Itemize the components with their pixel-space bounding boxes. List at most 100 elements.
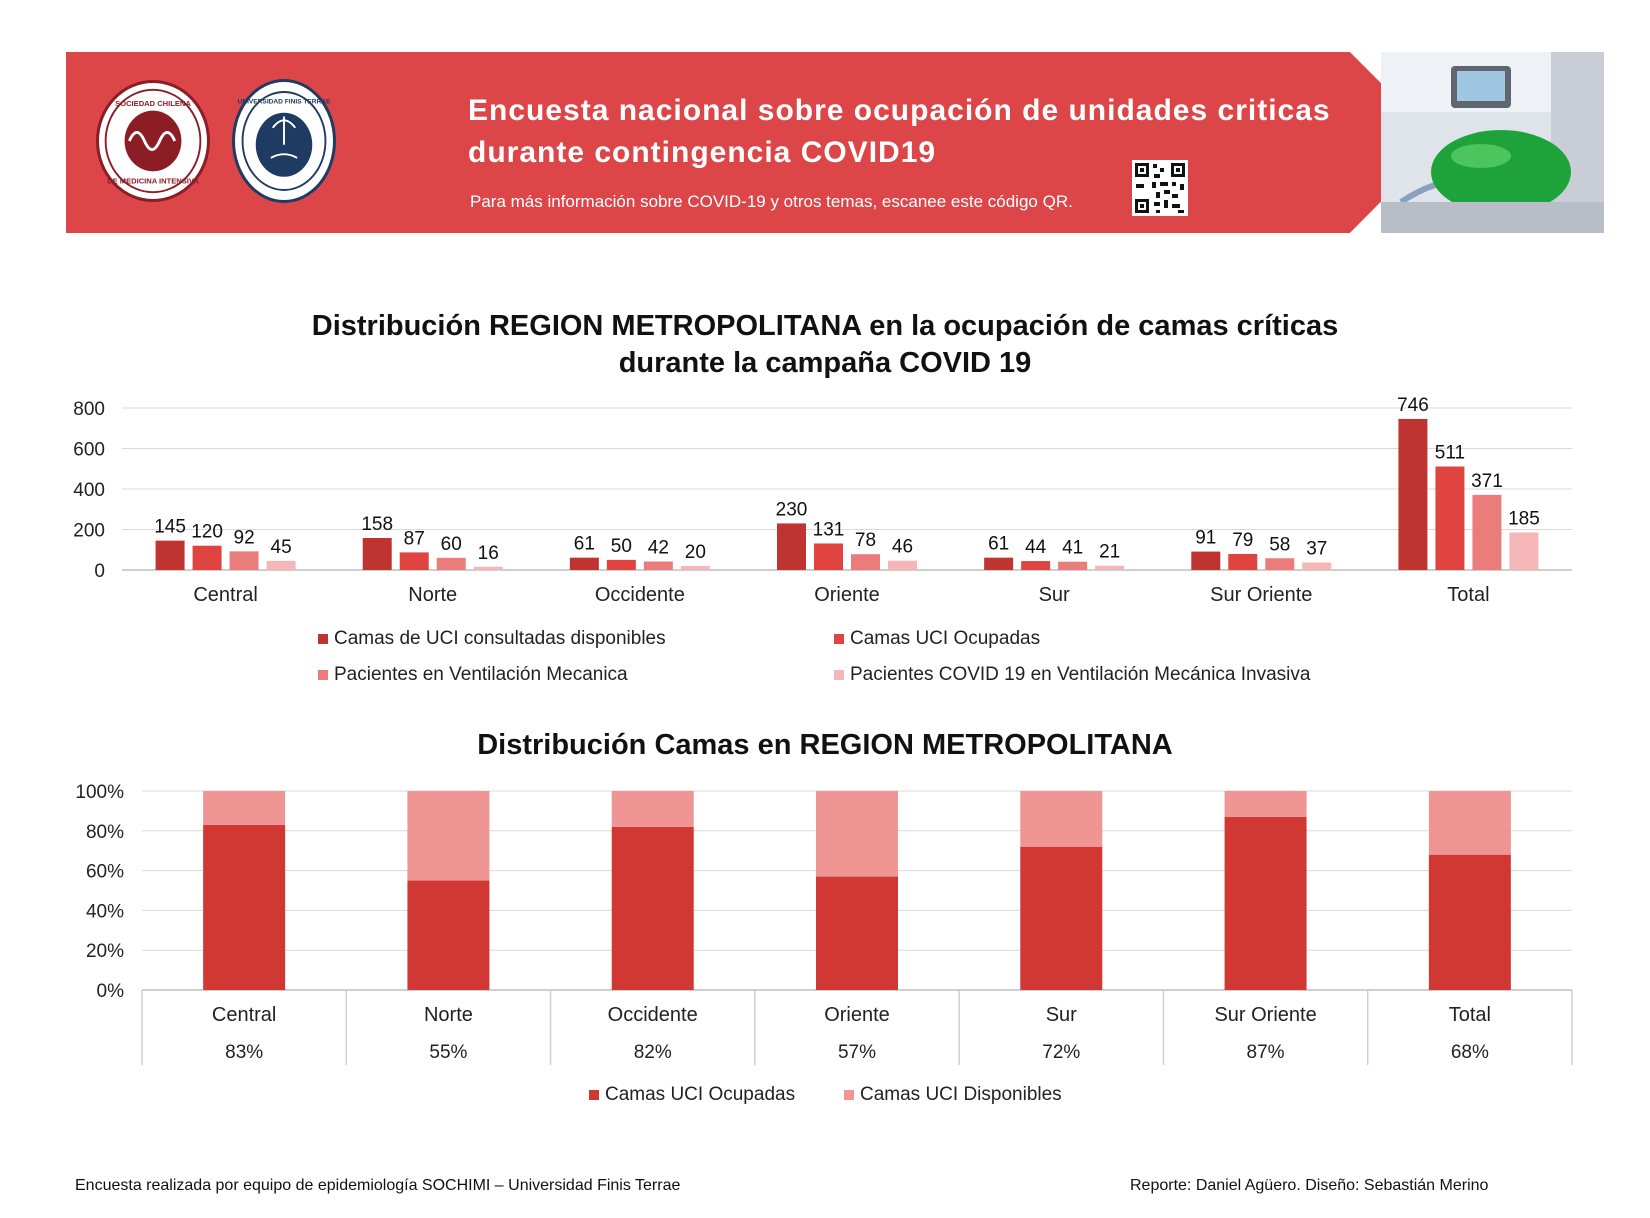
legend-swatch bbox=[318, 670, 328, 680]
legend-label: Camas UCI Ocupadas bbox=[850, 628, 1041, 649]
chart2-y-tick-label: 100% bbox=[75, 782, 124, 803]
chart2-y-tick-label: 20% bbox=[86, 941, 124, 962]
banner-title-line1: Encuesta nacional sobre ocupación de uni… bbox=[468, 94, 1331, 127]
chart1-bar bbox=[399, 552, 429, 570]
chart1-y-tick-label: 800 bbox=[73, 399, 105, 420]
chart1-data-label: 37 bbox=[1306, 539, 1327, 560]
chart1-data-label: 120 bbox=[191, 522, 223, 543]
chart1-bar bbox=[1509, 532, 1539, 570]
chart2-table-value: 68% bbox=[1451, 1042, 1489, 1063]
chart2-y-tick-label: 80% bbox=[86, 822, 124, 843]
chart1-x-tick-label: Occidente bbox=[595, 584, 685, 606]
chart2-bar-segment bbox=[1224, 791, 1307, 817]
chart1-title-line1: Distribución REGION METROPOLITANA en la … bbox=[311, 310, 1339, 342]
chart1-bar bbox=[266, 560, 296, 570]
chart1-bar bbox=[1435, 466, 1465, 570]
chart1-legend-item-3: Pacientes en Ventilación Mecanica bbox=[318, 664, 628, 686]
chart2-y-tick-label: 0% bbox=[97, 981, 125, 1002]
chart1-data-label: 61 bbox=[988, 534, 1009, 555]
chart1-data-label: 91 bbox=[1195, 528, 1216, 549]
chart1-bar bbox=[1021, 561, 1051, 570]
legend-swatch bbox=[834, 670, 844, 680]
chart1-data-label: 60 bbox=[441, 534, 462, 555]
chart2-bar-segment bbox=[611, 791, 694, 827]
chart1-y-tick-label: 0 bbox=[94, 561, 105, 582]
chart1-bar bbox=[984, 557, 1014, 570]
svg-text:UNIVERSIDAD FINIS TERRAE: UNIVERSIDAD FINIS TERRAE bbox=[238, 98, 331, 105]
legend-swatch bbox=[834, 634, 844, 644]
chart1-title-line2: durante la campaña COVID 19 bbox=[618, 347, 1032, 379]
chart2-bar-segment bbox=[203, 824, 286, 990]
chart1-bar bbox=[1265, 558, 1295, 570]
chart1-bar bbox=[436, 557, 466, 570]
chart1-data-label: 230 bbox=[776, 499, 808, 520]
chart1-data-label: 46 bbox=[892, 537, 913, 558]
chart2-table-value: 83% bbox=[225, 1042, 263, 1063]
banner-title: Encuesta nacional sobre ocupación de uni… bbox=[468, 90, 1348, 174]
chart1-bar bbox=[888, 560, 917, 570]
finis-terrae-logo: UNIVERSIDAD FINIS TERRAE bbox=[232, 79, 336, 203]
chart1-bar bbox=[1058, 561, 1088, 570]
chart1-data-label: 61 bbox=[574, 534, 595, 555]
chart1-bar bbox=[192, 545, 222, 570]
chart2-bar-segment bbox=[407, 880, 490, 990]
chart2-title: Distribución Camas en REGION METROPOLITA… bbox=[477, 729, 1173, 761]
chart2-x-tick-label: Central bbox=[212, 1004, 276, 1026]
chart1-data-label: 41 bbox=[1062, 538, 1083, 559]
icu-equipment-photo bbox=[1381, 52, 1604, 233]
chart1-data-label: 44 bbox=[1025, 537, 1047, 558]
chart2-bar-segment bbox=[1428, 854, 1511, 990]
chart1-data-label: 58 bbox=[1269, 534, 1290, 555]
qr-code[interactable] bbox=[1132, 160, 1188, 216]
chart1-y-tick-label: 600 bbox=[73, 440, 105, 461]
chart2-x-tick-label: Total bbox=[1449, 1004, 1491, 1026]
legend-label: Camas de UCI consultadas disponibles bbox=[334, 628, 666, 649]
chart1-data-label: 78 bbox=[855, 530, 876, 551]
legend-label: Pacientes en Ventilación Mecanica bbox=[334, 664, 628, 685]
legend-label: Camas UCI Ocupadas bbox=[605, 1084, 796, 1105]
chart2-bar-segment bbox=[1020, 846, 1103, 990]
chart2-stacked-bar-chart: 0% 20% 40% 60% 80% 100% Central 83% Norte 55% Occi… bbox=[75, 782, 1573, 1065]
chart2-bar-segment bbox=[1020, 791, 1103, 847]
chart2-bar-segment bbox=[611, 826, 694, 990]
banner-title-line2: durante contingencia COVID19 bbox=[468, 136, 937, 169]
chart1-bar bbox=[643, 561, 673, 570]
chart1-x-tick-label: Total bbox=[1447, 584, 1489, 606]
chart2-bar-segment bbox=[816, 876, 898, 990]
chart2-table-value: 87% bbox=[1247, 1042, 1285, 1063]
chart2-x-tick-label: Sur bbox=[1046, 1004, 1077, 1026]
chart2-y-tick-label: 60% bbox=[86, 862, 124, 883]
chart1-data-label: 145 bbox=[154, 517, 186, 538]
chart1-data-label: 158 bbox=[361, 514, 393, 535]
chart2-bar-segment bbox=[1428, 791, 1511, 855]
legend-swatch bbox=[318, 634, 328, 644]
chart1-bar bbox=[569, 557, 599, 570]
chart1-data-label: 79 bbox=[1232, 530, 1253, 551]
chart1-bar-chart: 0 200 400 600 800 145 120 92 45 Central 158 87 60 16 N… bbox=[73, 395, 1572, 606]
chart1-bar bbox=[606, 559, 636, 570]
chart1-bar bbox=[1398, 418, 1428, 570]
chart1-legend-item-4: Pacientes COVID 19 en Ventilación Mecáni… bbox=[834, 664, 1310, 686]
svg-text:SOCIEDAD CHILENA: SOCIEDAD CHILENA bbox=[115, 99, 191, 108]
chart2-bar-segment bbox=[1224, 816, 1307, 990]
chart1-bar bbox=[473, 566, 503, 570]
chart1-data-label: 746 bbox=[1397, 395, 1429, 416]
chart2-bar-segment bbox=[816, 791, 898, 877]
chart2-table-value: 55% bbox=[429, 1042, 467, 1063]
chart1-data-label: 21 bbox=[1099, 542, 1120, 563]
legend-swatch bbox=[589, 1090, 599, 1100]
chart1-data-label: 87 bbox=[404, 528, 425, 549]
legend-label: Camas UCI Disponibles bbox=[860, 1084, 1062, 1105]
chart1-data-label: 20 bbox=[685, 542, 706, 563]
chart1-x-tick-label: Sur bbox=[1039, 584, 1070, 606]
chart1-bar bbox=[1228, 554, 1258, 570]
chart1-legend-item-1: Camas de UCI consultadas disponibles bbox=[318, 628, 666, 650]
footer-survey-credit: Encuesta realizada por equipo de epidemi… bbox=[75, 1177, 681, 1194]
chart2-table-value: 72% bbox=[1042, 1042, 1080, 1063]
chart1-data-label: 511 bbox=[1435, 443, 1465, 464]
chart2-x-tick-label: Norte bbox=[424, 1004, 473, 1026]
chart1-bar bbox=[1472, 494, 1502, 570]
chart2-bar-segment bbox=[203, 791, 286, 825]
chart2-legend-item-1: Camas UCI Ocupadas bbox=[589, 1084, 795, 1106]
sochimi-logo: SOCIEDAD CHILENA DE MEDICINA INTENSIVA bbox=[96, 80, 210, 202]
